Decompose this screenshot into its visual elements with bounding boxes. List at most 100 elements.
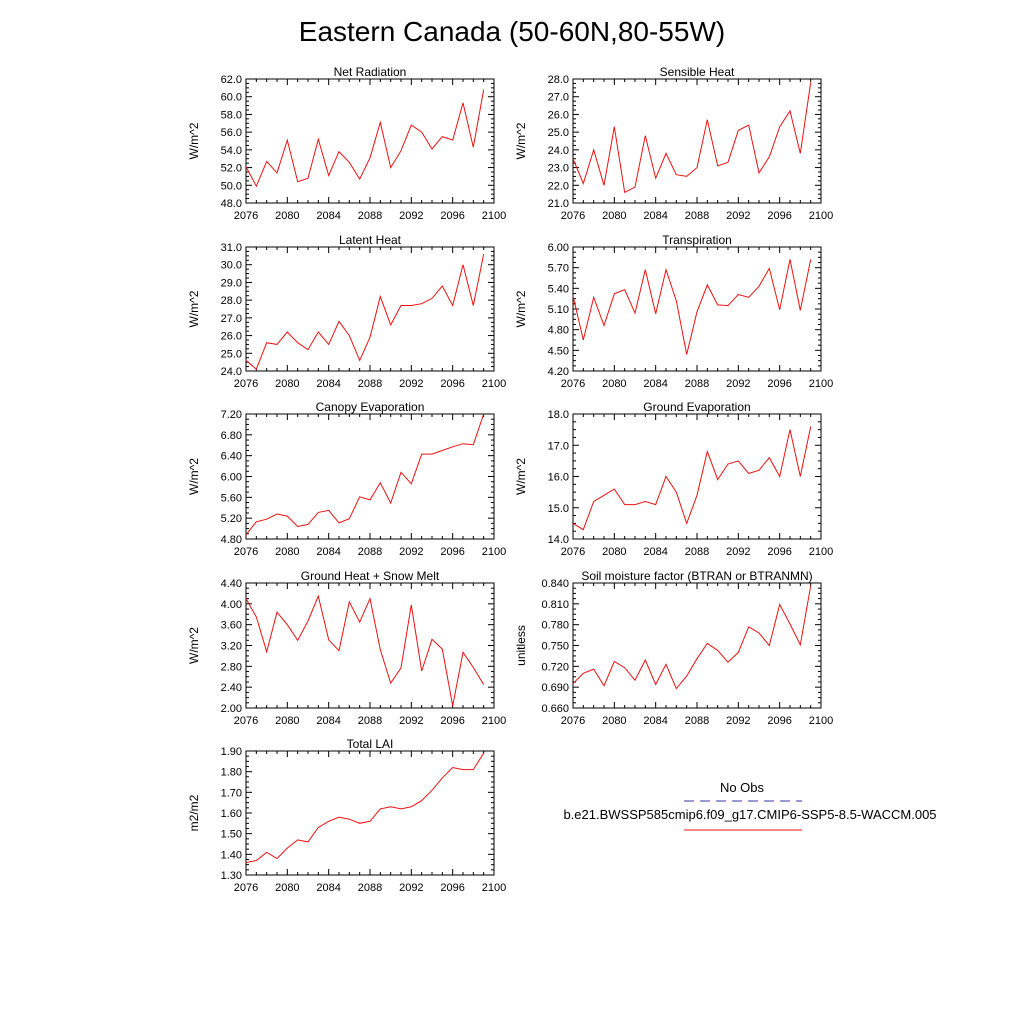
y-tick-label: 0.660 [541,703,569,715]
series-line [245,752,485,864]
panel-title: Transpiration [662,233,732,247]
x-tick-label: 2088 [685,210,709,222]
series-line [572,259,812,355]
y-axis-label: W/m^2 [514,290,528,327]
panels: Net Radiation W/m^2 2076 2080 2084 2088 2092 20… [187,65,833,894]
y-tick-label: 14.0 [548,534,569,546]
y-tick-label: 52.0 [221,163,242,175]
y-tick-label: 2.00 [221,703,242,715]
x-tick-label: 2080 [275,546,299,558]
x-tick-label: 2088 [685,546,709,558]
x-tick-label: 2096 [440,378,464,390]
series-line [572,82,812,194]
x-tick-label: 2100 [809,378,833,390]
x-tick-label: 2100 [482,378,506,390]
x-tick-label: 2088 [358,378,382,390]
x-tick-label: 2096 [767,378,791,390]
y-tick-label: 30.0 [221,260,242,272]
x-tick-label: 2084 [643,546,667,558]
y-tick-label: 24.0 [221,366,242,378]
x-tick-label: 2080 [275,882,299,894]
y-tick-label: 5.40 [548,283,569,295]
panel-title: Ground Evaporation [643,400,750,414]
y-tick-label: 6.40 [221,451,242,463]
y-tick-label: 29.0 [221,277,242,289]
x-tick-label: 2076 [234,882,258,894]
y-tick-label: 0.840 [541,578,569,590]
panel-3: Latent Heat W/m^2 2076 2080 2084 2088 2092 2096… [187,233,506,390]
y-tick-label: 54.0 [221,145,242,157]
y-tick-label: 5.70 [548,263,569,275]
y-tick-label: 6.80 [221,430,242,442]
y-tick-label: 0.810 [541,599,569,611]
y-tick-label: 1.90 [221,746,242,758]
y-tick-label: 50.0 [221,180,242,192]
y-tick-label: 26.0 [221,331,242,343]
x-tick-label: 2076 [561,546,585,558]
x-tick-label: 2088 [685,378,709,390]
panel-6: Ground Evaporation W/m^2 2076 2080 2084 2088 2… [514,400,833,558]
y-tick-label: 15.0 [548,503,569,515]
y-tick-label: 60.0 [221,92,242,104]
x-tick-label: 2096 [440,882,464,894]
panel-title: Soil moisture factor (BTRAN or BTRANMN) [581,569,812,583]
y-tick-label: 0.750 [541,641,569,653]
y-tick-label: 27.0 [221,313,242,325]
x-tick-label: 2080 [602,210,626,222]
panel-title: Latent Heat [339,233,402,247]
x-tick-label: 2096 [767,546,791,558]
plot-frame [245,582,495,709]
y-tick-label: 56.0 [221,127,242,139]
y-tick-label: 4.50 [548,345,569,357]
y-tick-label: 22.0 [548,180,569,192]
y-tick-label: 21.0 [548,198,569,210]
y-tick-label: 3.20 [221,641,242,653]
x-tick-label: 2088 [358,715,382,727]
x-tick-label: 2096 [440,715,464,727]
panel-title: Total LAI [347,737,394,751]
x-tick-label: 2100 [482,882,506,894]
y-tick-label: 4.20 [548,366,569,378]
x-tick-label: 2080 [602,378,626,390]
y-tick-label: 1.50 [221,829,242,841]
x-tick-label: 2084 [643,210,667,222]
y-tick-label: 4.40 [221,578,242,590]
x-tick-label: 2096 [767,715,791,727]
y-axis-label: m2/m2 [187,794,201,831]
y-tick-label: 17.0 [548,440,569,452]
series-line [572,426,812,531]
x-tick-label: 2076 [561,210,585,222]
y-tick-label: 1.60 [221,808,242,820]
x-tick-label: 2084 [316,882,340,894]
y-tick-label: 3.60 [221,620,242,632]
y-tick-label: 5.10 [548,304,569,316]
x-tick-label: 2076 [561,378,585,390]
y-tick-label: 4.80 [548,325,569,337]
plot-frame [245,413,495,540]
x-tick-label: 2088 [358,882,382,894]
y-axis-label: W/m^2 [514,122,528,159]
y-tick-label: 25.0 [548,127,569,139]
x-tick-label: 2096 [767,210,791,222]
y-axis-label: W/m^2 [187,458,201,495]
y-tick-label: 4.00 [221,599,242,611]
y-tick-label: 2.40 [221,682,242,694]
x-tick-label: 2092 [399,210,423,222]
x-tick-label: 2088 [358,210,382,222]
y-tick-label: 26.0 [548,109,569,121]
x-tick-label: 2076 [234,715,258,727]
series-line [245,413,485,536]
x-tick-label: 2076 [561,715,585,727]
y-tick-label: 1.80 [221,767,242,779]
y-tick-label: 62.0 [221,74,242,86]
x-tick-label: 2092 [726,715,750,727]
panel-title: Canopy Evaporation [316,400,425,414]
y-tick-label: 23.0 [548,163,569,175]
x-tick-label: 2100 [482,546,506,558]
x-tick-label: 2100 [809,715,833,727]
x-tick-label: 2092 [399,546,423,558]
x-tick-label: 2080 [275,715,299,727]
series-line [245,89,485,188]
x-tick-label: 2100 [482,210,506,222]
series-line [245,594,485,706]
